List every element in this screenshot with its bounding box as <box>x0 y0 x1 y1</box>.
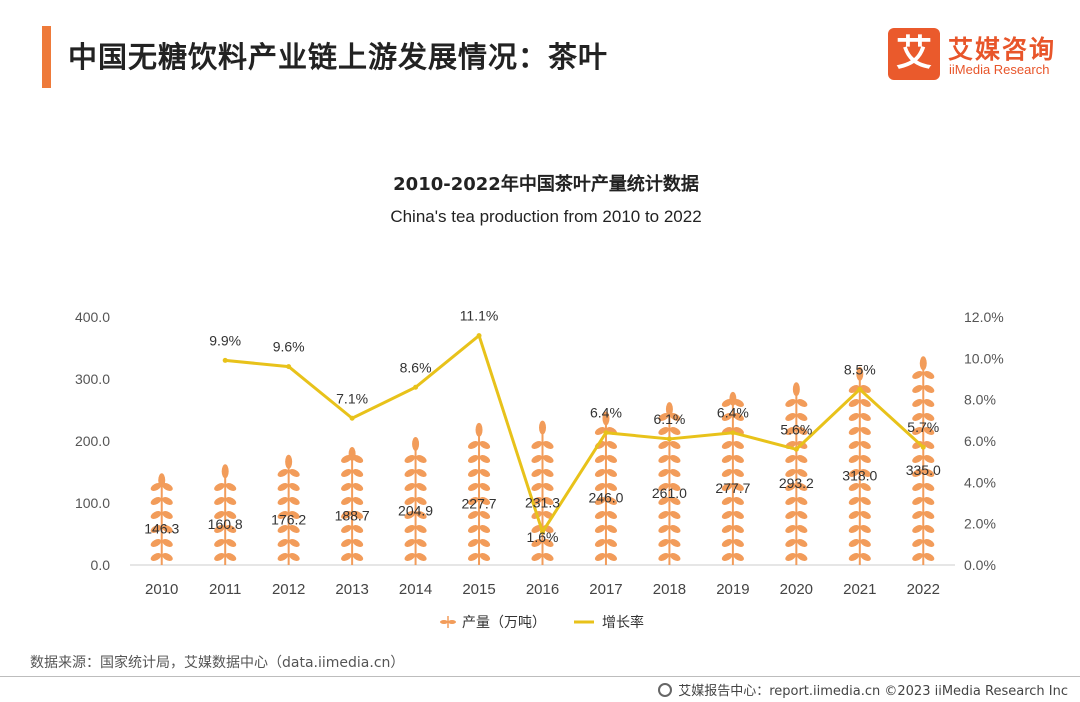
page-title: 中国无糖饮料产业链上游发展情况：茶叶 <box>68 40 609 74</box>
x-tick-label: 2020 <box>780 581 813 598</box>
tea-production-chart: 2010-2022年中国茶叶产量统计数据 China's tea product… <box>75 173 1004 631</box>
y-right-tick-label: 10.0% <box>964 350 1004 366</box>
x-tick-label: 2016 <box>526 581 559 598</box>
y-left-tick-label: 300.0 <box>75 371 110 387</box>
bar-value-label: 246.0 <box>588 490 623 506</box>
growth-rate-label: 9.9% <box>209 332 241 348</box>
brand-name-cn: 艾媒咨询 <box>948 35 1057 64</box>
growth-rate-label: 9.6% <box>273 339 305 355</box>
growth-rate-point <box>730 430 736 436</box>
x-tick-label: 2018 <box>653 581 686 598</box>
growth-rate-line <box>225 334 925 534</box>
y-right-tick-label: 8.0% <box>964 392 996 408</box>
growth-rate-label: 7.1% <box>336 390 368 406</box>
bar-value-label: 176.2 <box>271 511 306 527</box>
brand-name-en: iiMedia Research <box>949 62 1050 77</box>
bar-value-label: 204.9 <box>398 502 433 518</box>
globe-icon <box>658 682 673 697</box>
bar-tea-production-2017 <box>594 411 617 565</box>
growth-rate-point <box>413 384 419 390</box>
bar-tea-production-2020 <box>785 382 808 565</box>
bar-tea-production-2012 <box>277 454 300 565</box>
x-tick-label: 2014 <box>399 581 432 598</box>
growth-rate-point <box>476 333 482 339</box>
y-right-tick-label: 2.0% <box>964 516 996 532</box>
bar-value-label: 227.7 <box>462 495 497 511</box>
bar-tea-production-2013 <box>341 447 364 565</box>
growth-rate-label: 6.4% <box>590 405 622 421</box>
growth-rate-label: 5.7% <box>907 419 939 435</box>
legend-label-growth: 增长率 <box>602 614 644 631</box>
legend-item-production: 产量（万吨） <box>440 615 546 631</box>
bar-value-label: 318.0 <box>842 467 877 483</box>
bar-tea-production-2022 <box>912 356 935 565</box>
bar-value-label: 261.0 <box>652 485 687 501</box>
growth-rate-label: 6.1% <box>653 411 685 427</box>
chart-title: 2010-2022年中国茶叶产量统计数据 <box>393 173 699 195</box>
growth-rate-point <box>349 415 355 421</box>
y-right-tick-label: 0.0% <box>964 557 996 573</box>
y-right-tick-label: 12.0% <box>964 309 1004 325</box>
x-tick-label: 2012 <box>272 581 305 598</box>
growth-rate-point <box>920 444 926 450</box>
footer-text: 艾媒报告中心：report.iimedia.cn ©2023 iiMedia R… <box>678 684 1068 699</box>
bar-tea-production-2021 <box>848 366 871 565</box>
bar-tea-production-2016 <box>531 420 554 565</box>
x-tick-label: 2013 <box>335 581 368 598</box>
growth-rate-point <box>540 529 545 535</box>
y-left-tick-label: 0.0 <box>91 557 111 573</box>
growth-rate-label: 11.1% <box>460 308 499 324</box>
growth-rate-label: 5.6% <box>780 421 812 437</box>
brand-logo: 艾 艾媒咨询 iiMedia Research <box>888 28 1068 84</box>
y-left-tick-label: 200.0 <box>75 433 110 449</box>
growth-rate-label: 8.6% <box>400 359 432 375</box>
x-tick-label: 2022 <box>907 581 940 598</box>
bar-tea-production-2014 <box>404 436 427 565</box>
bar-tea-production-2010 <box>150 473 173 565</box>
bar-tea-production-2015 <box>468 422 491 565</box>
data-source-note: 数据来源：国家统计局，艾媒数据中心（data.iimedia.cn） <box>30 655 405 671</box>
footer: 艾媒报告中心：report.iimedia.cn ©2023 iiMedia R… <box>658 680 1068 699</box>
x-tick-label: 2010 <box>145 581 178 598</box>
growth-rate-point <box>286 364 292 370</box>
bar-value-label: 188.7 <box>335 508 370 524</box>
growth-rate-point <box>222 357 228 363</box>
y-left-tick-label: 400.0 <box>75 309 110 325</box>
bar-value-label: 293.2 <box>779 475 814 491</box>
y-right-tick-label: 6.0% <box>964 433 996 449</box>
growth-rate-label: 1.6% <box>527 529 559 545</box>
bar-value-label: 160.8 <box>208 516 243 532</box>
title-accent-bar <box>42 26 51 88</box>
growth-rate-point <box>793 446 799 452</box>
growth-rate-point <box>666 436 672 442</box>
bar-tea-production-2018 <box>658 402 681 565</box>
bar-tea-production-2011 <box>214 464 237 565</box>
x-tick-label: 2011 <box>209 581 241 598</box>
x-tick-label: 2019 <box>716 581 749 598</box>
growth-rate-point <box>603 430 609 436</box>
legend-item-growth: 增长率 <box>574 614 644 631</box>
footer-divider <box>0 676 1080 677</box>
x-tick-label: 2021 <box>843 581 876 598</box>
x-tick-label: 2015 <box>462 581 495 598</box>
iimedia-logo-icon: 艾 <box>888 28 940 80</box>
bar-value-label: 231.3 <box>525 494 560 510</box>
chart-subtitle: China's tea production from 2010 to 2022 <box>390 207 701 226</box>
growth-rate-point <box>857 386 863 392</box>
legend-label-production: 产量（万吨） <box>462 615 546 631</box>
bar-value-label: 335.0 <box>906 462 941 478</box>
bar-value-label: 146.3 <box>144 521 179 537</box>
x-tick-label: 2017 <box>589 581 622 598</box>
growth-rate-label: 6.4% <box>717 405 749 421</box>
y-left-tick-label: 100.0 <box>75 495 110 511</box>
bar-value-label: 277.7 <box>715 480 750 496</box>
bar-tea-production-2019 <box>721 391 744 565</box>
growth-rate-label: 8.5% <box>844 361 876 377</box>
y-right-tick-label: 4.0% <box>964 474 996 490</box>
